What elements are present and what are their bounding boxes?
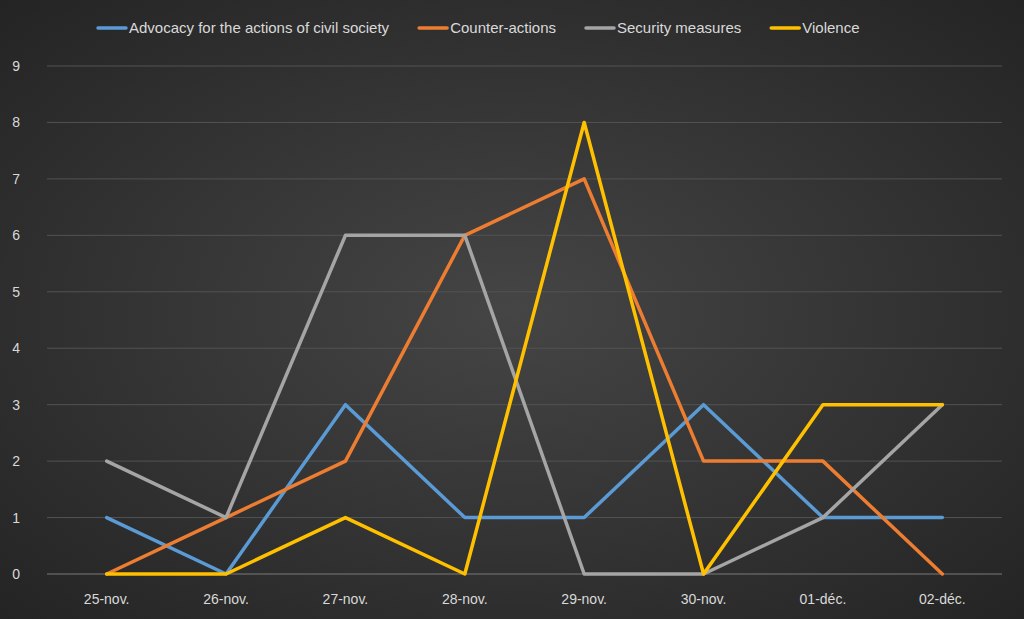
legend-swatch <box>98 26 126 30</box>
series-line <box>107 405 943 574</box>
grid-line <box>47 291 1002 292</box>
legend-label: Security measures <box>617 19 741 36</box>
x-tick-label: 29-nov. <box>561 591 607 607</box>
x-tick-label: 01-déc. <box>800 591 847 607</box>
y-tick-label: 5 <box>12 284 20 300</box>
grid-line <box>47 461 1002 462</box>
plot-area <box>107 122 943 574</box>
legend-label: Violence <box>802 19 859 36</box>
x-tick-label: 26-nov. <box>203 591 249 607</box>
y-tick-label: 9 <box>12 58 20 74</box>
y-tick-label: 3 <box>12 397 20 413</box>
grid-line <box>47 178 1002 179</box>
y-tick-label: 8 <box>12 114 20 130</box>
y-tick-label: 2 <box>12 453 20 469</box>
y-tick-label: 6 <box>12 227 20 243</box>
legend: Advocacy for the actions of civil societ… <box>98 19 860 36</box>
chart-root: 0 1 2 3 4 5 6 7 8 9 25-nov. 26-nov. 27-nov. 28-nov. 29… <box>0 0 1024 619</box>
series-line <box>107 122 943 574</box>
legend-swatch <box>419 26 447 30</box>
grid-line <box>47 235 1002 236</box>
grid-line <box>47 66 1002 67</box>
legend-label: Advocacy for the actions of civil societ… <box>129 19 390 36</box>
y-tick-label: 1 <box>12 510 20 526</box>
x-tick-label: 25-nov. <box>84 591 130 607</box>
y-tick-label: 0 <box>12 566 20 582</box>
y-tick-label: 4 <box>12 340 20 356</box>
series-line <box>107 179 943 574</box>
legend-swatch <box>771 26 799 30</box>
y-tick-label: 7 <box>12 171 20 187</box>
background <box>0 0 1024 619</box>
chart: 0 1 2 3 4 5 6 7 8 9 25-nov. 26-nov. 27-nov. 28-nov. 29… <box>0 0 1024 619</box>
x-tick-label: 02-déc. <box>919 591 966 607</box>
series-line <box>107 235 943 574</box>
legend-swatch <box>586 26 614 30</box>
x-tick-label: 30-nov. <box>681 591 727 607</box>
legend-label: Counter-actions <box>450 19 556 36</box>
grid-line <box>47 122 1002 123</box>
x-tick-label: 27-nov. <box>323 591 369 607</box>
x-tick-label: 28-nov. <box>442 591 488 607</box>
